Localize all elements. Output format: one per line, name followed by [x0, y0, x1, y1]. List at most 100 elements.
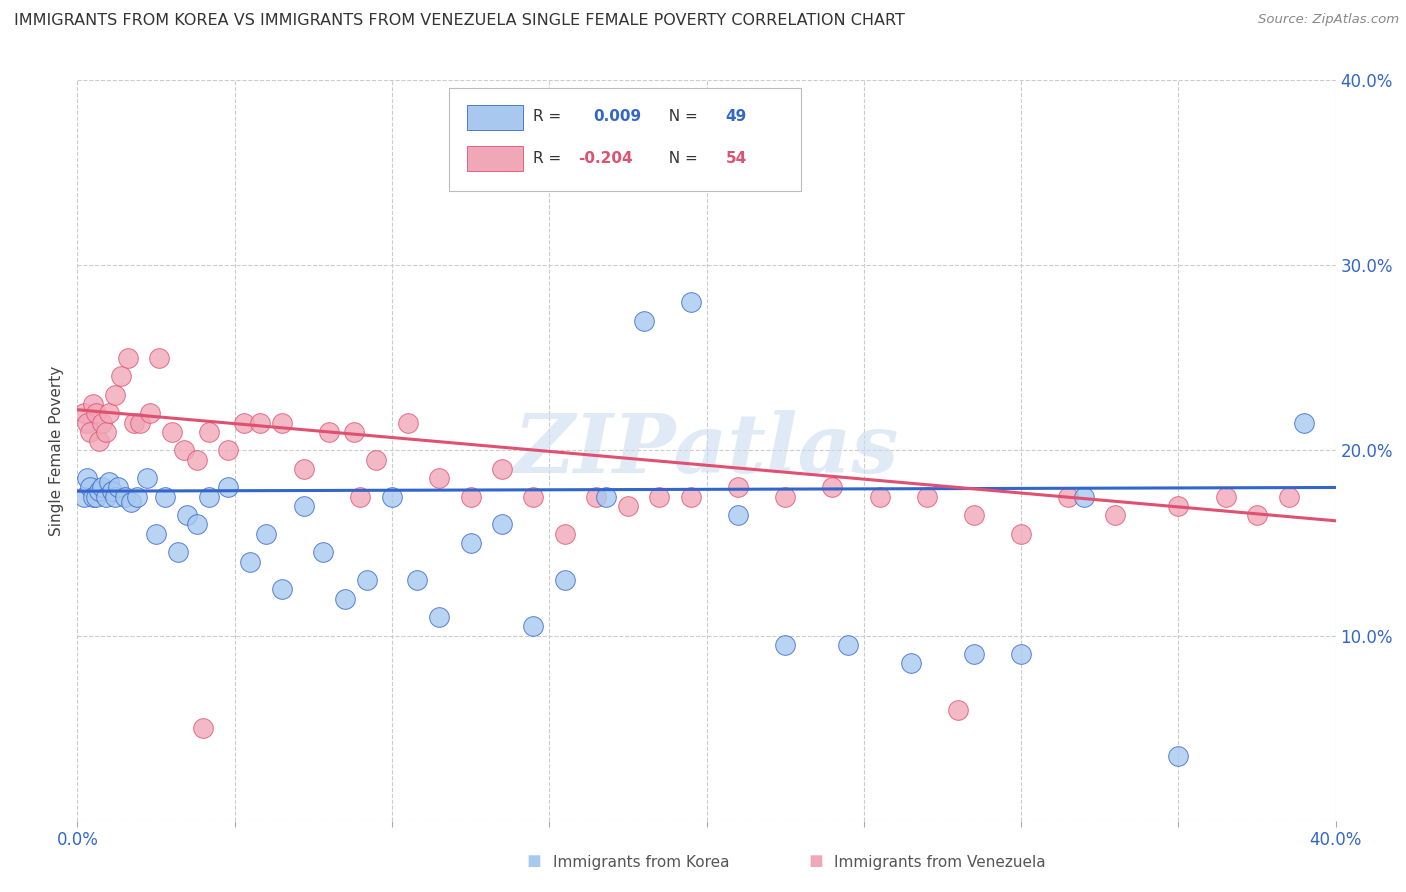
Point [1167, 748, 1189, 763]
Point [821, 481, 844, 495]
Point [491, 517, 513, 532]
Point [117, 351, 139, 365]
Point [773, 638, 796, 652]
Point [254, 526, 277, 541]
Text: Source: ZipAtlas.com: Source: ZipAtlas.com [1258, 13, 1399, 27]
Point [396, 416, 419, 430]
Point [122, 416, 145, 430]
Point [82, 397, 104, 411]
Point [191, 721, 215, 735]
Text: 49: 49 [725, 109, 747, 124]
Point [270, 582, 292, 597]
Point [94, 425, 117, 439]
Point [1215, 490, 1237, 504]
Point [1167, 499, 1189, 513]
Point [633, 314, 655, 328]
Point [427, 610, 450, 624]
FancyBboxPatch shape [467, 104, 523, 130]
Point [869, 490, 891, 504]
Point [900, 657, 922, 671]
Point [160, 425, 183, 439]
Text: N =: N = [658, 109, 703, 124]
Point [145, 526, 167, 541]
Point [76, 471, 98, 485]
Point [292, 499, 315, 513]
Point [1010, 647, 1032, 661]
Point [167, 545, 190, 559]
Point [135, 471, 157, 485]
Point [94, 490, 117, 504]
Point [595, 490, 617, 504]
Text: N =: N = [658, 151, 703, 166]
Point [186, 452, 208, 467]
FancyBboxPatch shape [449, 87, 801, 192]
Point [617, 499, 640, 513]
Point [173, 443, 195, 458]
Point [114, 490, 136, 504]
Point [491, 462, 513, 476]
Point [155, 490, 177, 504]
Text: Immigrants from Korea: Immigrants from Korea [553, 855, 730, 870]
Point [773, 490, 796, 504]
Text: ZIPatlas: ZIPatlas [513, 410, 900, 491]
Point [104, 388, 127, 402]
Point [1294, 416, 1316, 430]
Point [72, 490, 94, 504]
Point [1057, 490, 1080, 504]
Point [233, 416, 256, 430]
Text: R =: R = [533, 151, 567, 166]
Point [97, 475, 120, 489]
Point [356, 573, 378, 587]
Point [84, 407, 107, 421]
Point [522, 619, 544, 633]
Point [217, 443, 239, 458]
Point [129, 416, 152, 430]
Point [366, 452, 388, 467]
Point [318, 425, 340, 439]
Point [91, 416, 114, 430]
Point [89, 484, 111, 499]
Point [554, 573, 576, 587]
Text: ◼: ◼ [527, 852, 541, 870]
Text: 0.009: 0.009 [593, 109, 641, 124]
Point [585, 490, 607, 504]
Point [97, 407, 120, 421]
Point [138, 407, 160, 421]
Point [91, 481, 114, 495]
Point [1104, 508, 1126, 523]
Point [648, 490, 671, 504]
Point [381, 490, 404, 504]
Point [198, 425, 221, 439]
Point [727, 508, 749, 523]
Point [89, 434, 111, 449]
Point [1073, 490, 1095, 504]
Point [101, 484, 124, 499]
Point [1277, 490, 1299, 504]
Point [679, 490, 702, 504]
Point [198, 490, 221, 504]
Point [460, 490, 482, 504]
Point [104, 490, 127, 504]
Point [249, 416, 271, 430]
Point [120, 495, 142, 509]
Text: 54: 54 [725, 151, 747, 166]
Point [679, 295, 702, 310]
Point [1246, 508, 1268, 523]
Point [239, 555, 262, 569]
Point [217, 481, 239, 495]
Point [76, 416, 98, 430]
Text: Immigrants from Venezuela: Immigrants from Venezuela [834, 855, 1046, 870]
Y-axis label: Single Female Poverty: Single Female Poverty [49, 366, 65, 535]
Text: ◼: ◼ [808, 852, 823, 870]
Point [84, 490, 107, 504]
Point [1010, 526, 1032, 541]
Point [963, 508, 986, 523]
Point [963, 647, 986, 661]
Point [82, 490, 104, 504]
FancyBboxPatch shape [467, 146, 523, 171]
Point [333, 591, 356, 606]
Point [343, 425, 366, 439]
Point [837, 638, 859, 652]
Point [460, 536, 482, 550]
Point [312, 545, 335, 559]
